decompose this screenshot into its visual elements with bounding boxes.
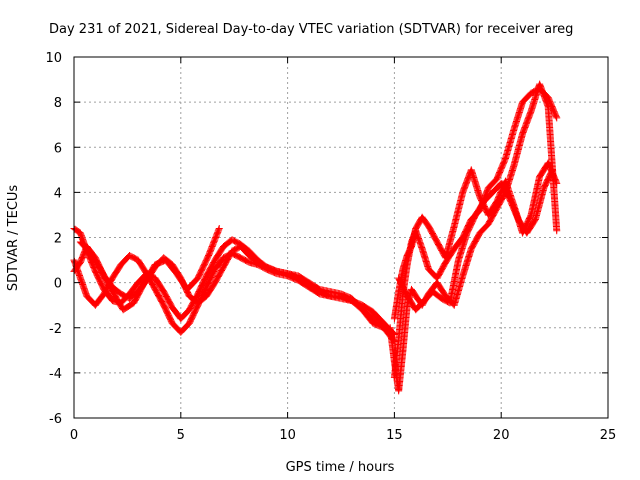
x-tick-label: 5: [177, 428, 185, 443]
y-axis-label: SDTVAR / TECUs: [6, 185, 21, 292]
x-tick-label: 25: [600, 428, 617, 443]
series-5: [390, 85, 561, 381]
grid-layer: [74, 57, 608, 418]
x-tick-label: 15: [386, 428, 403, 443]
y-tick-label: 4: [54, 186, 62, 201]
data-layer: [70, 80, 561, 395]
y-tick-label: 8: [54, 96, 62, 111]
x-axis-label: GPS time / hours: [286, 460, 395, 475]
y-tick-label: -2: [49, 322, 62, 337]
y-tick-label: -4: [49, 367, 62, 382]
data-point: [548, 166, 556, 174]
series-8: [395, 166, 556, 314]
y-tick-label: 0: [54, 277, 62, 292]
data-point: [553, 114, 561, 122]
data-point: [548, 167, 556, 175]
series-6: [390, 159, 561, 323]
x-tick-labels: 0 5 10 15 20 25: [70, 428, 616, 443]
y-tick-label: 2: [54, 232, 62, 247]
ticks-layer: [73, 56, 609, 419]
chart-title: Day 231 of 2021, Sidereal Day-to-day VTE…: [49, 22, 573, 37]
data-point: [215, 224, 223, 232]
data-point: [215, 226, 223, 234]
data-point: [552, 113, 560, 121]
series-4: [76, 224, 223, 314]
y-tick-label: -6: [49, 412, 62, 427]
y-tick-label: 10: [45, 51, 62, 66]
y-tick-labels: -6 -4 -2 0 2 4 6 8 10: [45, 51, 62, 427]
x-tick-label: 0: [70, 428, 78, 443]
y-tick-label: 6: [54, 141, 62, 156]
series-1: [70, 224, 398, 339]
x-tick-label: 10: [279, 428, 296, 443]
x-tick-label: 20: [493, 428, 510, 443]
data-point: [553, 227, 561, 235]
